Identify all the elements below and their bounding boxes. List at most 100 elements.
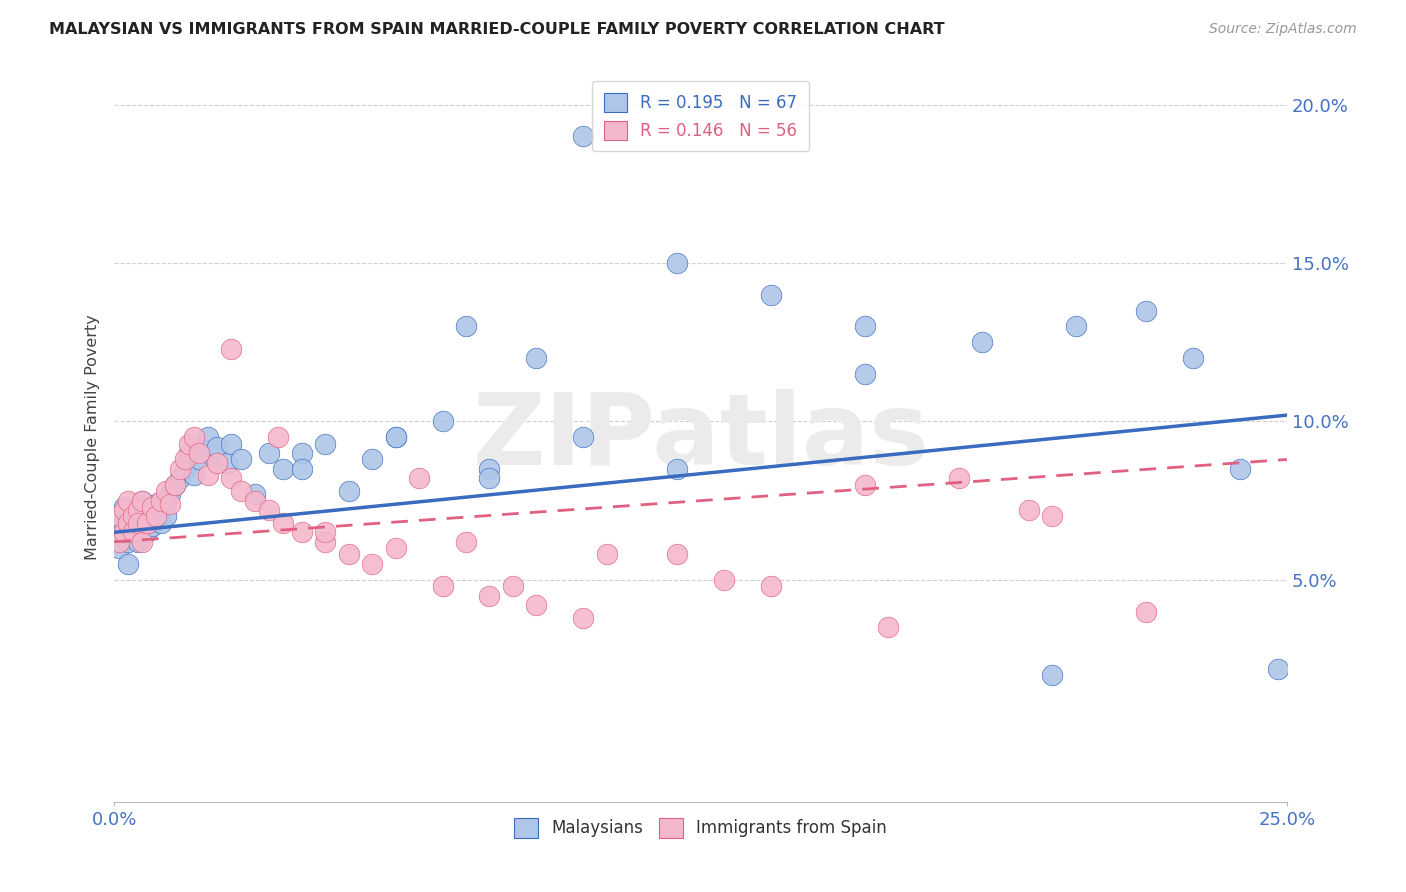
Point bbox=[384, 430, 406, 444]
Point bbox=[155, 484, 177, 499]
Point bbox=[384, 541, 406, 556]
Point bbox=[1267, 661, 1289, 675]
Point bbox=[853, 367, 876, 381]
Point bbox=[291, 446, 314, 460]
Point bbox=[127, 509, 149, 524]
Point bbox=[122, 509, 145, 524]
Point bbox=[243, 493, 266, 508]
Point bbox=[257, 446, 280, 460]
Point bbox=[136, 516, 159, 530]
Y-axis label: Married-Couple Family Poverty: Married-Couple Family Poverty bbox=[86, 314, 100, 560]
Point bbox=[136, 509, 159, 524]
Point bbox=[666, 462, 689, 476]
Point bbox=[271, 516, 294, 530]
Point bbox=[713, 573, 735, 587]
Point bbox=[112, 500, 135, 514]
Point bbox=[145, 497, 167, 511]
Point bbox=[117, 493, 139, 508]
Point bbox=[173, 452, 195, 467]
Point bbox=[1042, 509, 1064, 524]
Point bbox=[271, 462, 294, 476]
Point bbox=[524, 598, 547, 612]
Point bbox=[478, 471, 501, 485]
Point bbox=[207, 440, 229, 454]
Point bbox=[117, 534, 139, 549]
Point bbox=[1229, 462, 1251, 476]
Point bbox=[108, 525, 131, 540]
Point bbox=[221, 471, 243, 485]
Text: ZIPatlas: ZIPatlas bbox=[472, 389, 929, 486]
Point bbox=[853, 319, 876, 334]
Point bbox=[970, 335, 993, 350]
Point bbox=[141, 503, 163, 517]
Point bbox=[666, 256, 689, 270]
Point bbox=[221, 342, 243, 356]
Point bbox=[948, 471, 970, 485]
Point bbox=[169, 471, 191, 485]
Point bbox=[193, 442, 215, 457]
Point bbox=[150, 516, 173, 530]
Point bbox=[183, 430, 205, 444]
Point bbox=[207, 456, 229, 470]
Point bbox=[159, 487, 181, 501]
Point bbox=[454, 319, 477, 334]
Point bbox=[145, 513, 167, 527]
Point bbox=[1182, 351, 1205, 365]
Point bbox=[314, 534, 336, 549]
Point bbox=[159, 497, 181, 511]
Point bbox=[572, 129, 595, 144]
Point bbox=[155, 509, 177, 524]
Point bbox=[127, 534, 149, 549]
Point bbox=[145, 509, 167, 524]
Point bbox=[877, 620, 900, 634]
Point bbox=[183, 468, 205, 483]
Point bbox=[122, 525, 145, 540]
Point bbox=[197, 468, 219, 483]
Point bbox=[112, 503, 135, 517]
Point bbox=[187, 446, 209, 460]
Point bbox=[108, 541, 131, 556]
Point bbox=[759, 579, 782, 593]
Point bbox=[150, 493, 173, 508]
Point bbox=[666, 548, 689, 562]
Point bbox=[165, 477, 187, 491]
Point bbox=[432, 414, 454, 428]
Point bbox=[127, 525, 149, 540]
Point bbox=[108, 534, 131, 549]
Point bbox=[337, 548, 360, 562]
Point bbox=[150, 500, 173, 514]
Point bbox=[221, 436, 243, 450]
Point bbox=[1042, 668, 1064, 682]
Point bbox=[454, 534, 477, 549]
Point bbox=[314, 525, 336, 540]
Text: Source: ZipAtlas.com: Source: ZipAtlas.com bbox=[1209, 22, 1357, 37]
Point bbox=[141, 500, 163, 514]
Point bbox=[243, 487, 266, 501]
Point bbox=[502, 579, 524, 593]
Point bbox=[524, 351, 547, 365]
Point bbox=[432, 579, 454, 593]
Point bbox=[122, 503, 145, 517]
Point bbox=[179, 436, 201, 450]
Point bbox=[384, 430, 406, 444]
Point bbox=[596, 548, 619, 562]
Point bbox=[122, 519, 145, 533]
Point bbox=[141, 519, 163, 533]
Point bbox=[112, 525, 135, 540]
Point bbox=[1135, 605, 1157, 619]
Point bbox=[215, 456, 238, 470]
Point bbox=[155, 493, 177, 508]
Point bbox=[572, 430, 595, 444]
Point bbox=[853, 477, 876, 491]
Point bbox=[291, 525, 314, 540]
Point bbox=[291, 462, 314, 476]
Point bbox=[187, 452, 209, 467]
Point bbox=[1064, 319, 1087, 334]
Legend: Malaysians, Immigrants from Spain: Malaysians, Immigrants from Spain bbox=[508, 812, 894, 844]
Point bbox=[572, 611, 595, 625]
Point bbox=[1135, 303, 1157, 318]
Point bbox=[112, 516, 135, 530]
Point bbox=[197, 430, 219, 444]
Point bbox=[127, 503, 149, 517]
Point bbox=[131, 534, 153, 549]
